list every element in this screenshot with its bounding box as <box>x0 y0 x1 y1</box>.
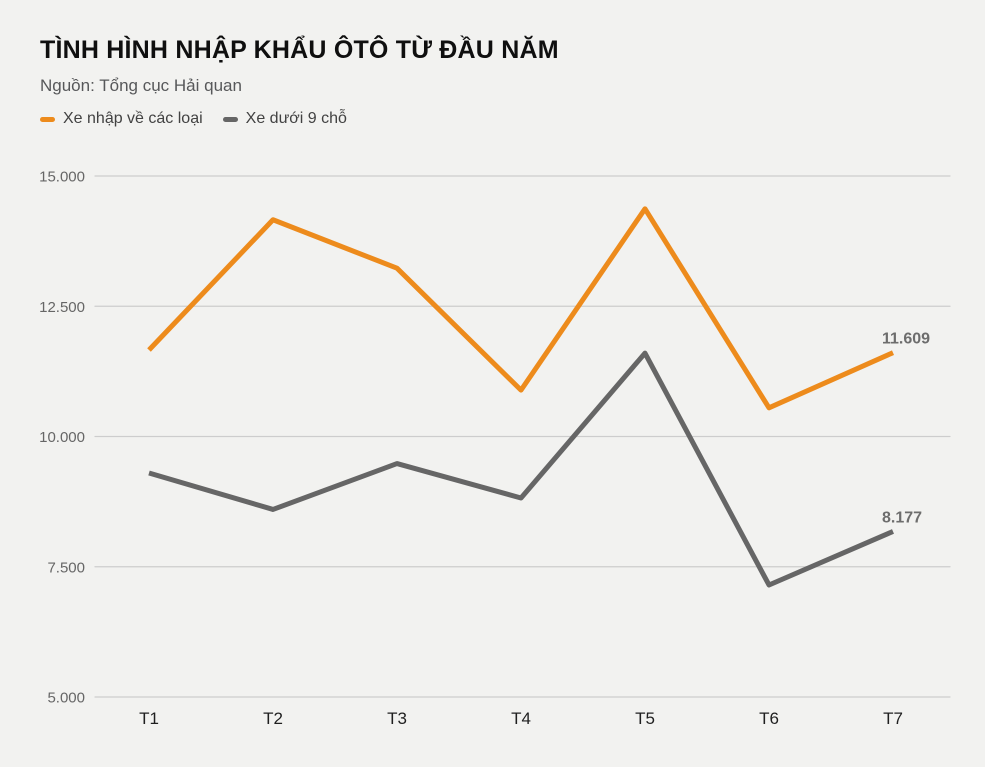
legend-swatch-icon <box>40 116 55 122</box>
x-tick-label: T4 <box>511 709 531 728</box>
x-tick-label: T2 <box>263 709 283 728</box>
legend-label: Xe dưới 9 chỗ <box>245 110 347 127</box>
x-tick-label: T1 <box>139 709 159 728</box>
x-tick-label: T7 <box>883 709 903 728</box>
chart-title: TÌNH HÌNH NHẬP KHẨU ÔTÔ TỪ ĐẦU NĂM <box>40 36 559 64</box>
y-axis-tick-labels: 15.000 12.500 10.000 7.500 5.000 <box>39 169 85 707</box>
series-end-value-label: 11.609 <box>882 331 930 348</box>
legend-item-all-imported-cars: Xe nhập về các loại <box>40 110 203 128</box>
legend-item-under-9-seats: Xe dưới 9 chỗ <box>222 110 347 128</box>
gridlines <box>94 175 951 698</box>
x-tick-label: T6 <box>759 709 779 728</box>
series-line-0 <box>147 206 895 411</box>
chart-source: Nguồn: Tổng cục Hải quan <box>40 76 242 95</box>
series-end-value-label: 8.177 <box>882 509 922 526</box>
x-tick-label: T3 <box>387 709 407 728</box>
legend-swatch-icon <box>222 116 238 122</box>
y-tick-label: 7.500 <box>47 559 85 576</box>
y-tick-label: 5.000 <box>47 690 85 707</box>
y-tick-label: 12.500 <box>39 299 85 316</box>
x-tick-label: T5 <box>635 709 655 728</box>
series-line-1 <box>148 350 894 588</box>
y-tick-label: 10.000 <box>39 429 85 446</box>
y-tick-label: 15.000 <box>39 169 85 186</box>
x-axis-tick-labels: T1 T2 T3 T4 T5 T6 T7 <box>139 709 903 728</box>
legend-label: Xe nhập về các loại <box>63 110 203 127</box>
chart-legend: Xe nhập về các loại Xe dưới 9 chỗ <box>40 110 347 128</box>
